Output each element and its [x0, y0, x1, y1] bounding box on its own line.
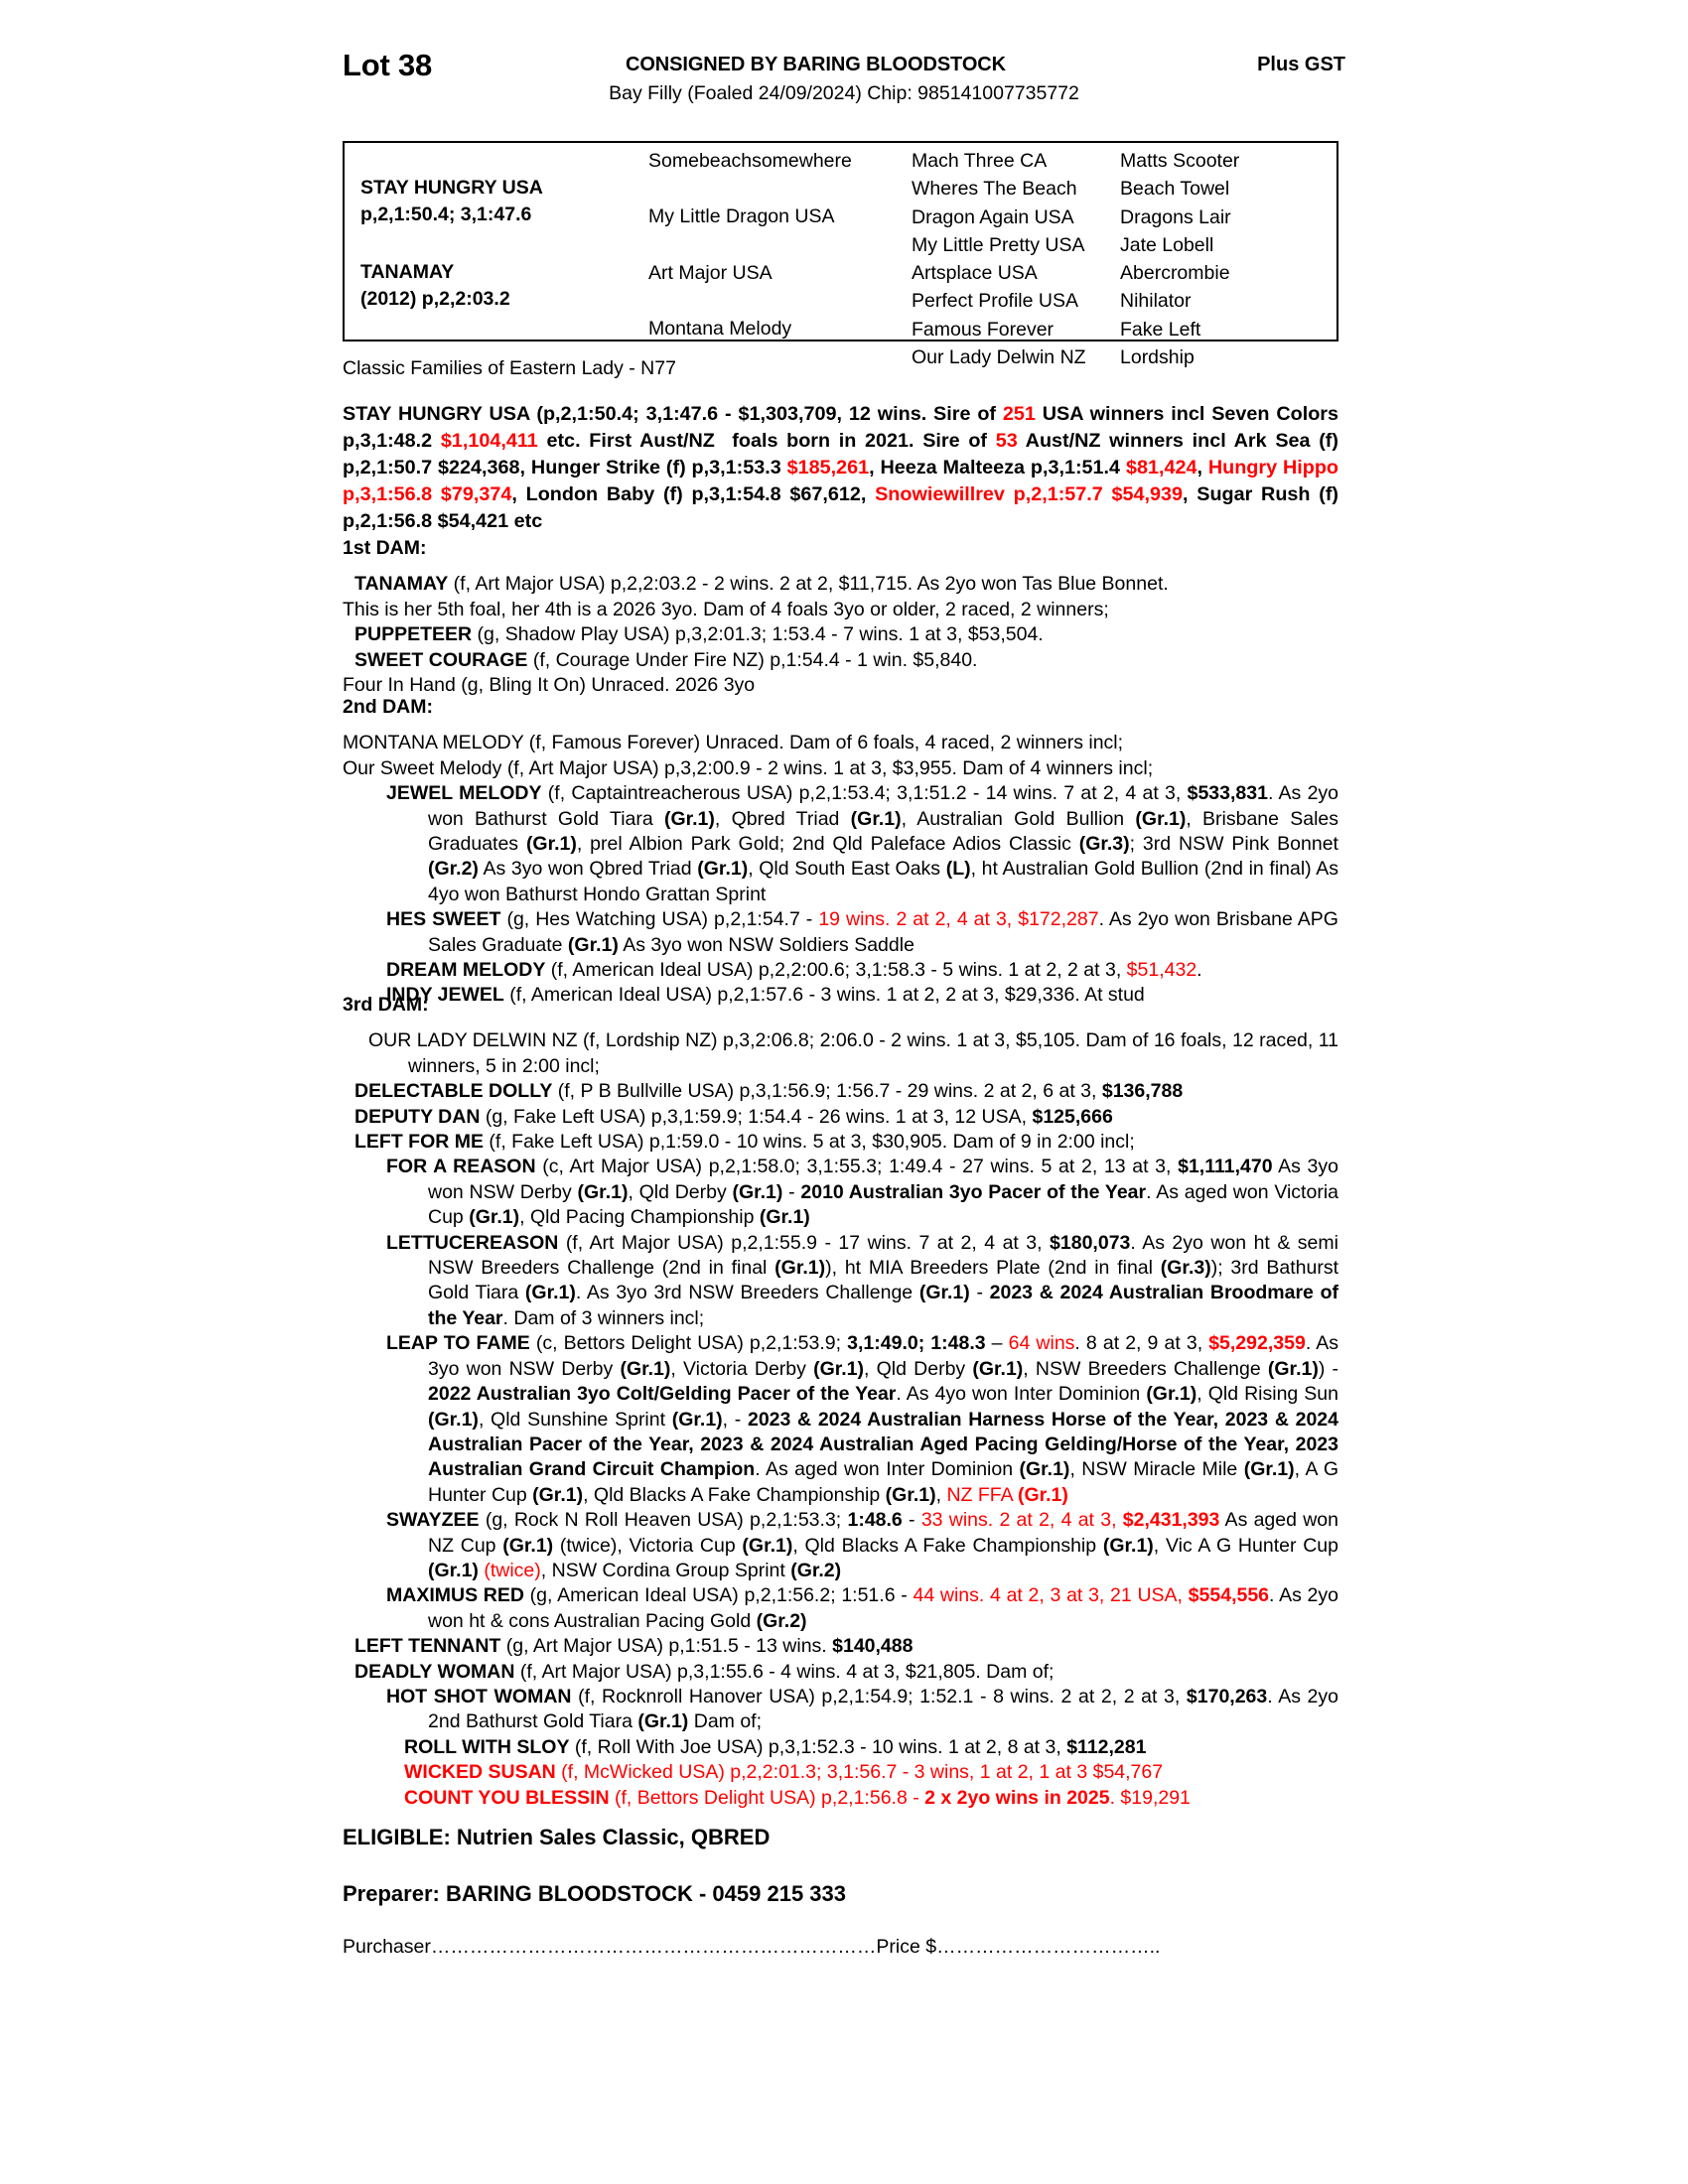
- second-dam-progeny: JEWEL MELODY (f, Captaintreacherous USA)…: [386, 782, 1339, 905]
- first-dam-progeny: SWEET COURAGE (f, Courage Under Fire NZ)…: [354, 648, 978, 671]
- third-dam-main: OUR LADY DELWIN NZ (f, Lordship NZ) p,3,…: [368, 1029, 1338, 1077]
- consignor-title: CONSIGNED BY BARING BLOODSTOCK: [626, 54, 1006, 75]
- third-dam-progeny: SWAYZEE (g, Rock N Roll Heaven USA) p,2,…: [386, 1509, 1338, 1581]
- third-dam-section: 3rd DAM: OUR LADY DELWIN NZ (f, Lordship…: [343, 993, 1338, 1811]
- dam-name: TANAMAY: [360, 261, 455, 283]
- price-label: Price $: [876, 1936, 937, 1958]
- gen3-item: Artsplace USA: [912, 262, 1038, 285]
- granddam-maternal: Montana Melody: [648, 318, 792, 340]
- sire-summary-paragraph: STAY HUNGRY USA (p,2,1:50.4; 3,1:47.6 - …: [343, 403, 1338, 532]
- first-dam-heading: 1st DAM:: [343, 537, 427, 559]
- gen4-item: Nihilator: [1120, 290, 1192, 313]
- horse-description: Bay Filly (Foaled 24/09/2024) Chip: 9851…: [609, 82, 1079, 104]
- third-dam-progeny: DEPUTY DAN (g, Fake Left USA) p,3,1:59.9…: [354, 1105, 1113, 1128]
- gen4-item: Jate Lobell: [1120, 233, 1214, 256]
- first-dam-progeny: Four In Hand (g, Bling It On) Unraced. 2…: [343, 674, 756, 697]
- grandsire-paternal: Somebeachsomewhere: [648, 150, 852, 172]
- dam-record: (2012) p,2,2:03.2: [360, 288, 510, 310]
- third-dam-heading: 3rd DAM:: [343, 994, 429, 1016]
- gen4-item: Lordship: [1120, 346, 1195, 369]
- first-dam-section: 1st DAM: TANAMAY (f, Art Major USA) p,2,…: [343, 536, 1338, 698]
- pedigree-generation-4: Matts Scooter Beach Towel Dragons Lair J…: [1120, 147, 1334, 368]
- page-header: Lot 38 CONSIGNED BY BARING BLOODSTOCK Pl…: [343, 48, 1345, 117]
- gen3-item: Our Lady Delwin NZ: [912, 346, 1086, 369]
- second-dam-heading: 2nd DAM:: [343, 696, 433, 718]
- gen4-item: Beach Towel: [1120, 178, 1230, 201]
- gen3-item: Famous Forever: [912, 318, 1055, 341]
- gen3-item: Dragon Again USA: [912, 205, 1074, 228]
- sire-name: STAY HUNGRY USA: [360, 177, 543, 199]
- plus-gst-label: Plus GST: [1257, 54, 1345, 75]
- third-dam-progeny: WICKED SUSAN (f, McWicked USA) p,2,2:01.…: [404, 1761, 1164, 1784]
- price-dotted-line[interactable]: ……………………………..: [936, 1936, 1161, 1958]
- pedigree-generation-1: STAY HUNGRY USA p,2,1:50.4; 3,1:47.6 TAN…: [360, 143, 648, 340]
- sire-record: p,2,1:50.4; 3,1:47.6: [360, 204, 532, 225]
- gen3-item: My Little Pretty USA: [912, 233, 1085, 256]
- classic-families-line: Classic Families of Eastern Lady - N77: [343, 357, 676, 379]
- third-dam-progeny: DEADLY WOMAN (f, Art Major USA) p,3,1:55…: [354, 1660, 1055, 1683]
- second-dam-progeny: DREAM MELODY (f, American Ideal USA) p,2…: [386, 959, 1202, 982]
- third-dam-progeny: ROLL WITH SLOY (f, Roll With Joe USA) p,…: [404, 1735, 1147, 1758]
- spacer: [343, 1018, 1338, 1028]
- third-dam-progeny: FOR A REASON (c, Art Major USA) p,2,1:58…: [386, 1156, 1338, 1229]
- third-dam-progeny: LETTUCEREASON (f, Art Major USA) p,2,1:5…: [386, 1231, 1339, 1329]
- second-dam-section: 2nd DAM: MONTANA MELODY (f, Famous Forev…: [343, 695, 1338, 1009]
- gen3-item: Wheres The Beach: [912, 178, 1077, 201]
- first-dam-progeny: PUPPETEER (g, Shadow Play USA) p,3,2:01.…: [354, 623, 1044, 646]
- third-dam-progeny: LEFT FOR ME (f, Fake Left USA) p,1:59.0 …: [354, 1131, 1135, 1154]
- spacer: [343, 720, 1338, 731]
- purchaser-row: Purchaser……………………………………………………………Price $……: [343, 1936, 1338, 1959]
- lot-number: Lot 38: [343, 48, 433, 82]
- purchaser-dotted-line[interactable]: ……………………………………………………………: [430, 1936, 877, 1958]
- third-dam-progeny: HOT SHOT WOMAN (f, Rocknroll Hanover USA…: [386, 1685, 1338, 1733]
- pedigree-generation-2: Somebeachsomewhere My Little Dragon USA …: [648, 143, 912, 340]
- third-dam-progeny: COUNT YOU BLESSIN (f, Bettors Delight US…: [404, 1786, 1191, 1809]
- grandsire-maternal: Art Major USA: [648, 262, 773, 284]
- gen4-item: Abercrombie: [1120, 262, 1230, 285]
- gen3-item: Mach Three CA: [912, 150, 1048, 172]
- second-dam-progeny: HES SWEET (g, Hes Watching USA) p,2,1:54…: [386, 908, 1338, 956]
- gen4-item: Fake Left: [1120, 318, 1201, 341]
- second-dam-progeny: Our Sweet Melody (f, Art Major USA) p,3,…: [343, 756, 1154, 779]
- third-dam-progeny: LEFT TENNANT (g, Art Major USA) p,1:51.5…: [354, 1635, 914, 1658]
- third-dam-progeny: MAXIMUS RED (g, American Ideal USA) p,2,…: [386, 1584, 1338, 1632]
- pedigree-generation-3: Mach Three CA Wheres The Beach Dragon Ag…: [912, 147, 1120, 368]
- first-dam-main: TANAMAY (f, Art Major USA) p,2,2:03.2 - …: [354, 573, 1169, 596]
- eligible-line: ELIGIBLE: Nutrien Sales Classic, QBRED: [343, 1825, 771, 1849]
- gen4-item: Dragons Lair: [1120, 205, 1231, 228]
- first-dam-note: This is her 5th foal, her 4th is a 2026 …: [343, 598, 1109, 620]
- third-dam-progeny: DELECTABLE DOLLY (f, P B Bullville USA) …: [354, 1080, 1184, 1103]
- gen3-item: Perfect Profile USA: [912, 290, 1078, 313]
- spacer: [343, 561, 1338, 572]
- second-dam-main: MONTANA MELODY (f, Famous Forever) Unrac…: [343, 732, 1124, 754]
- granddam-paternal: My Little Dragon USA: [648, 205, 835, 227]
- gen4-item: Matts Scooter: [1120, 150, 1240, 172]
- preparer-line: Preparer: BARING BLOODSTOCK - 0459 215 3…: [343, 1881, 846, 1906]
- purchaser-label: Purchaser: [343, 1936, 431, 1958]
- pedigree-table: STAY HUNGRY USA p,2,1:50.4; 3,1:47.6 TAN…: [343, 141, 1338, 368]
- third-dam-progeny: LEAP TO FAME (c, Bettors Delight USA) p,…: [386, 1332, 1338, 1506]
- second-dam-progeny: INDY JEWEL (f, American Ideal USA) p,2,1…: [386, 984, 1145, 1007]
